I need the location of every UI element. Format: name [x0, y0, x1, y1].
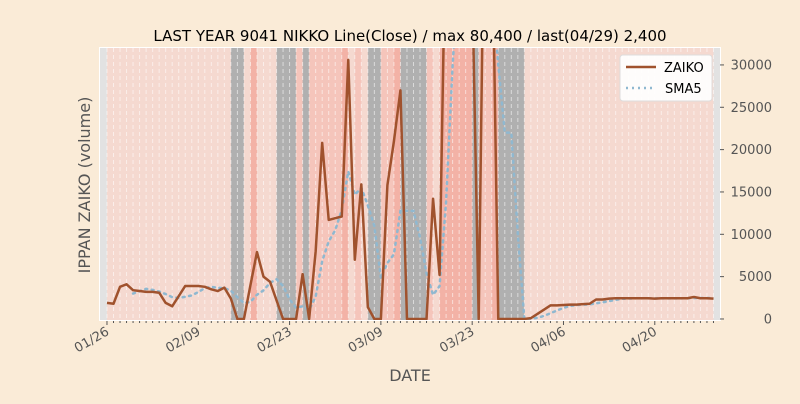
day-band-edge: [100, 48, 107, 320]
day-band: [140, 48, 147, 320]
day-band: [198, 48, 205, 320]
day-band: [133, 48, 140, 320]
day-band: [368, 48, 375, 320]
day-band: [120, 48, 127, 320]
y-tick-label: 30000: [731, 58, 772, 73]
day-band: [179, 48, 186, 320]
day-band: [237, 48, 244, 320]
day-band: [185, 48, 192, 320]
day-band: [231, 48, 238, 320]
day-band: [466, 48, 473, 320]
x-tick-label: 01/26: [72, 324, 112, 356]
day-band: [505, 48, 512, 320]
x-tick-label: 04/06: [529, 324, 569, 356]
day-band: [544, 48, 551, 320]
day-band: [511, 48, 518, 320]
day-band: [603, 48, 610, 320]
chart-title: LAST YEAR 9041 NIKKO Line(Close) / max 8…: [153, 27, 666, 45]
day-band: [407, 48, 414, 320]
x-tick-label: 02/09: [163, 324, 203, 356]
legend-sma5-label: SMA5: [665, 82, 702, 97]
day-band: [537, 48, 544, 320]
day-band: [583, 48, 590, 320]
x-tick-label: 02/23: [255, 324, 295, 356]
day-band: [224, 48, 231, 320]
day-band: [290, 48, 297, 320]
day-band: [218, 48, 225, 320]
day-band: [211, 48, 218, 320]
day-band: [244, 48, 251, 320]
day-band: [577, 48, 584, 320]
day-band: [166, 48, 173, 320]
plot-area: 01/26 02/09 02/23 03/09 03/23 04/06 04/20 0 5000…: [72, 0, 772, 356]
day-band: [459, 48, 466, 320]
day-band: [283, 48, 290, 320]
day-band: [153, 48, 160, 320]
day-band: [550, 48, 557, 320]
x-tick-label: 04/20: [620, 324, 660, 356]
day-band: [563, 48, 570, 320]
y-axis-label: IPPAN ZAIKO (volume): [75, 97, 94, 274]
day-band: [374, 48, 381, 320]
day-band: [107, 48, 114, 320]
day-band: [596, 48, 603, 320]
x-axis-label: DATE: [389, 366, 431, 385]
day-band: [205, 48, 212, 320]
y-tick-label: 10000: [731, 228, 772, 243]
legend-zaiko-label: ZAIKO: [664, 61, 704, 76]
day-band: [713, 48, 720, 320]
day-band: [257, 48, 264, 320]
day-band: [420, 48, 427, 320]
x-tick-label: 03/09: [346, 324, 386, 356]
day-band: [433, 48, 440, 320]
day-band: [172, 48, 179, 320]
day-band: [159, 48, 166, 320]
day-band: [453, 48, 460, 320]
day-band: [127, 48, 134, 320]
day-band: [590, 48, 597, 320]
day-band: [609, 48, 616, 320]
day-band: [146, 48, 153, 320]
day-band: [570, 48, 577, 320]
day-band: [113, 48, 120, 320]
y-tick-label: 25000: [731, 101, 772, 116]
y-tick-label: 5000: [739, 270, 772, 285]
day-band: [329, 48, 336, 320]
day-band: [413, 48, 420, 320]
legend: ZAIKO SMA5: [620, 55, 712, 101]
y-tick-label: 20000: [731, 143, 772, 158]
day-band: [485, 48, 492, 320]
day-band: [335, 48, 342, 320]
day-band: [192, 48, 199, 320]
y-tick-label: 0: [764, 312, 772, 327]
y-tick-label: 15000: [731, 185, 772, 200]
day-band: [531, 48, 538, 320]
day-band: [498, 48, 505, 320]
day-band: [394, 48, 401, 320]
x-tick-label: 03/23: [437, 324, 477, 356]
day-band: [557, 48, 564, 320]
day-band: [524, 48, 531, 320]
